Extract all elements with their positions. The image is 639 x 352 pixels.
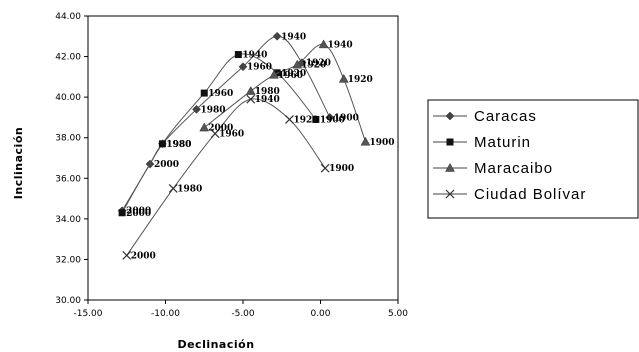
data-point-maturin <box>158 140 166 148</box>
y-tick-label: 32.00 <box>55 255 81 265</box>
point-label-maturin: 1980 <box>166 140 191 150</box>
series-layer <box>117 31 371 260</box>
data-point-ciudad-bol-var <box>246 94 256 104</box>
point-label-caracas: 1980 <box>201 105 226 115</box>
data-point-maracaibo <box>360 136 371 146</box>
legend-box <box>427 99 639 219</box>
legend-item-maturin: Maturin <box>433 134 531 151</box>
x-axis: -15.00 -10.00 -5.00 0.00 5.00 <box>73 300 408 319</box>
data-point-maracaibo <box>318 39 329 49</box>
data-point-maracaibo <box>292 59 303 69</box>
point-label-maracaibo: 1900 <box>369 138 394 148</box>
point-label-caracas: 2000 <box>126 207 151 217</box>
data-point-ciudad-bol-var <box>168 184 178 193</box>
point-label-caracas: 1920 <box>306 59 331 69</box>
y-tick-label: 40.00 <box>55 93 81 103</box>
data-point-maturin <box>234 51 242 59</box>
data-point-maracaibo <box>199 122 210 132</box>
series-ciudad-bol-var <box>122 94 330 260</box>
x-tick-label: -15.00 <box>73 309 102 319</box>
data-point-ciudad-bol-var <box>320 163 330 173</box>
point-label-caracas: 1980 <box>166 140 191 150</box>
point-label-ciudad-bol-var: 1940 <box>255 95 280 105</box>
y-tick-label: 30.00 <box>55 296 81 306</box>
data-point-ciudad-bol-var <box>122 250 132 260</box>
data-point-ciudad-bol-var <box>285 115 294 124</box>
point-label-maracaibo: 1940 <box>328 40 353 50</box>
data-point-caracas <box>238 62 248 72</box>
point-label-ciudad-bol-var: 1980 <box>177 184 202 194</box>
data-point-maturin <box>200 89 208 97</box>
data-point-maracaibo <box>338 73 349 83</box>
point-label-maturin: 1960 <box>208 89 233 99</box>
point-label-caracas: 1900 <box>334 113 359 123</box>
point-label-maturin: 1920 <box>281 69 306 79</box>
point-label-maturin: 1900 <box>320 115 345 125</box>
point-label-caracas: 1940 <box>281 32 306 42</box>
y-tick-label: 42.00 <box>55 53 81 63</box>
y-tick-label: 36.00 <box>55 174 81 184</box>
point-label-maracaibo: 1920 <box>301 61 326 71</box>
point-label-maracaibo: 2000 <box>208 124 233 134</box>
point-label-ciudad-bol-var: 2000 <box>131 251 156 261</box>
legend-marker-caracas <box>445 111 455 121</box>
point-label-maracaibo: 1920 <box>348 75 373 85</box>
legend-marker-ciudad-bol-var <box>445 189 455 199</box>
legend-marker-maracaibo <box>445 162 455 172</box>
point-label-ciudad-bol-var: 1960 <box>219 130 244 140</box>
data-point-maturin <box>118 209 126 217</box>
data-point-caracas <box>272 31 282 41</box>
legend-label-maturin: Maturin <box>474 134 531 151</box>
y-axis-title: Inclinación <box>12 127 25 199</box>
y-tick-label: 38.00 <box>55 134 81 144</box>
x-axis-title: Declinación <box>177 338 254 351</box>
legend-item-maracaibo: Maracaibo <box>433 160 553 177</box>
data-point-maracaibo <box>269 69 279 79</box>
legend-item-ciudad-bol-var: Ciudad Bolívar <box>433 186 586 203</box>
legend-item-caracas: Caracas <box>433 108 537 125</box>
point-label-maracaibo: 1960 <box>278 71 303 81</box>
point-label-maracaibo: 1980 <box>255 87 280 97</box>
legend-label-maracaibo: Maracaibo <box>474 160 553 177</box>
point-label-caracas: 1960 <box>247 63 272 73</box>
y-tick-label: 44.00 <box>55 12 81 22</box>
data-point-caracas <box>325 113 335 122</box>
data-point-caracas <box>192 104 201 114</box>
x-tick-label: -10.00 <box>151 309 180 319</box>
point-label-caracas: 2000 <box>154 160 179 170</box>
x-tick-label: 5.00 <box>388 309 408 319</box>
data-point-maracaibo <box>245 86 256 95</box>
x-tick-label: 0.00 <box>310 309 330 319</box>
point-label-maturin: 2000 <box>126 209 151 219</box>
y-tick-label: 34.00 <box>55 215 81 225</box>
point-label-ciudad-bol-var: 1920 <box>294 115 319 125</box>
point-label-maturin: 1940 <box>242 51 267 61</box>
x-tick-label: -5.00 <box>231 309 255 319</box>
point-labels: 2000200019801980196019401920190020001980… <box>126 32 394 261</box>
legend-label-ciudad-bol-var: Ciudad Bolívar <box>474 186 586 203</box>
data-point-ciudad-bol-var <box>210 129 220 139</box>
y-axis: 30.00 32.00 34.00 36.00 38.00 40.00 42.00 44.00 <box>55 12 88 306</box>
series-maracaibo <box>199 39 371 146</box>
point-label-ciudad-bol-var: 1900 <box>329 164 354 174</box>
legend-label-caracas: Caracas <box>474 108 537 125</box>
data-point-maturin <box>312 115 320 123</box>
legend-marker-maturin <box>446 138 454 146</box>
legend: Caracas Maturin Maracaibo Ciudad Bolívar <box>427 99 639 219</box>
